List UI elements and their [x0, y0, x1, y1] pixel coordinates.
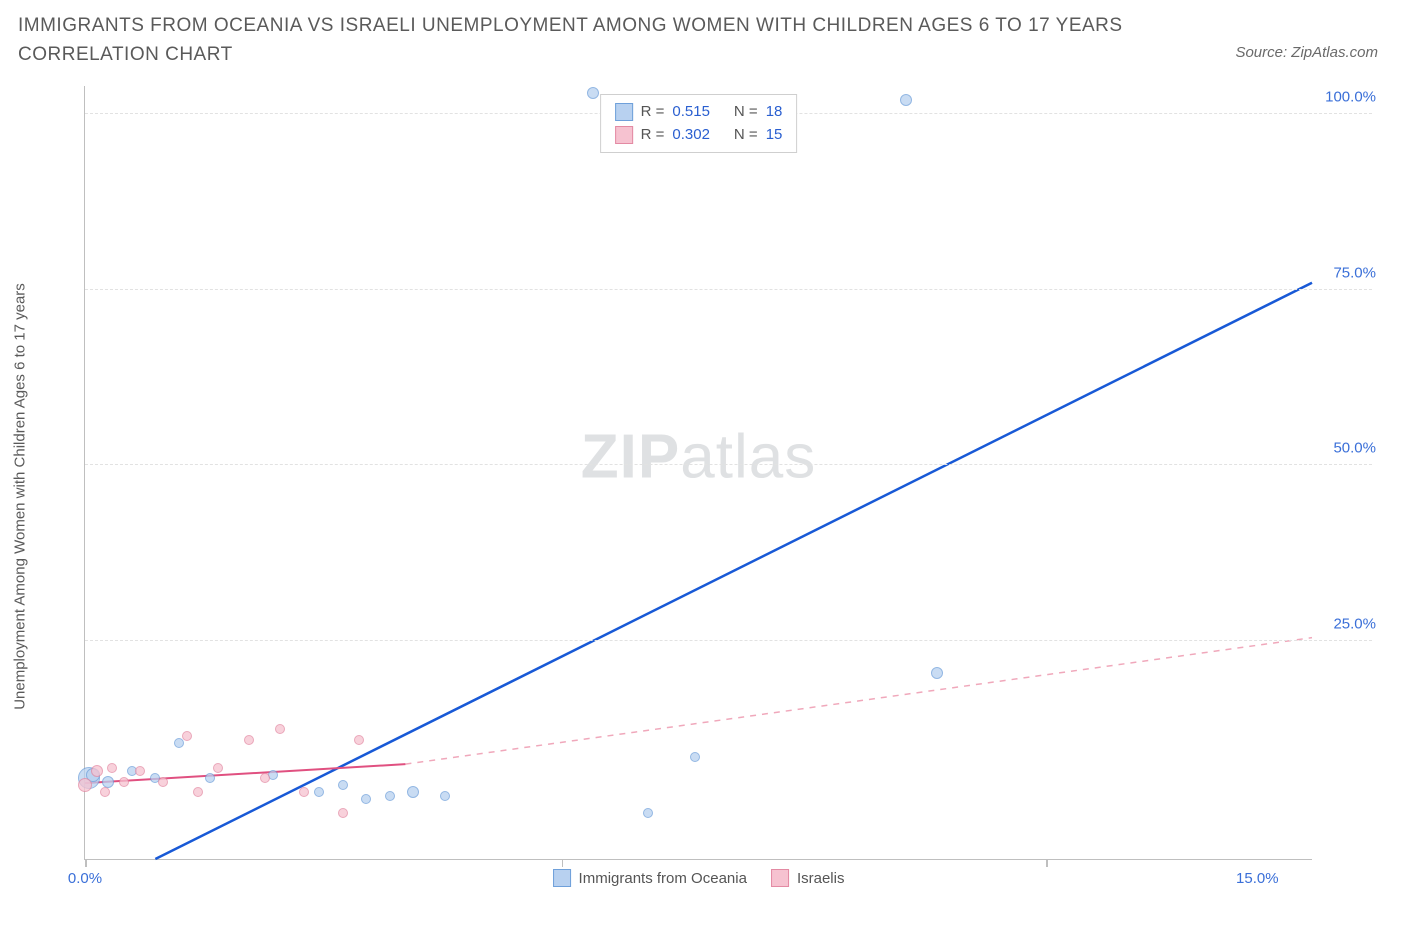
source-attribution: Source: ZipAtlas.com: [1235, 44, 1378, 61]
data-point: [102, 776, 114, 788]
data-point: [338, 780, 348, 790]
gridline: [85, 640, 1372, 641]
chart-title: IMMIGRANTS FROM OCEANIA VS ISRAELI UNEMP…: [18, 12, 1206, 69]
data-point: [643, 808, 653, 818]
data-point: [260, 773, 270, 783]
data-point: [244, 735, 254, 745]
legend-swatch: [771, 869, 789, 887]
x-tick-label: 15.0%: [1236, 870, 1279, 887]
series-legend-item: Immigrants from Oceania: [553, 869, 747, 887]
data-point: [314, 787, 324, 797]
data-point: [587, 87, 599, 99]
plot-area: ZIPatlas R =0.515N =18R =0.302N =15 Immi…: [84, 86, 1312, 860]
data-point: [91, 765, 103, 777]
data-point: [182, 731, 192, 741]
gridline: [85, 289, 1372, 290]
y-tick-label: 100.0%: [1325, 89, 1376, 106]
data-point: [690, 752, 700, 762]
n-value: 15: [766, 124, 783, 147]
correlation-legend: R = 0.515 N = 18 R = 0.302 N = 15: [600, 94, 798, 153]
data-point: [900, 94, 912, 106]
trend-line: [155, 283, 1312, 859]
watermark: ZIPatlas: [581, 422, 816, 493]
data-point: [338, 808, 348, 818]
data-point: [440, 791, 450, 801]
watermark-bold: ZIP: [581, 423, 680, 492]
data-point: [193, 787, 203, 797]
data-point: [78, 778, 92, 792]
r-value: 0.515: [672, 101, 710, 124]
legend-swatch: [615, 126, 633, 144]
n-label: N =: [734, 124, 758, 147]
data-point: [205, 773, 215, 783]
n-value: 18: [766, 101, 783, 124]
correlation-legend-row: R = 0.302 N = 15: [615, 124, 783, 147]
data-point: [135, 766, 145, 776]
data-point: [361, 794, 371, 804]
x-tick: [1046, 859, 1048, 867]
trend-line: [405, 638, 1312, 764]
correlation-legend-row: R = 0.515 N = 18: [615, 101, 783, 124]
r-label: R =: [641, 124, 665, 147]
r-label: R =: [641, 101, 665, 124]
data-point: [299, 787, 309, 797]
data-point: [107, 763, 117, 773]
x-tick: [85, 859, 87, 867]
data-point: [213, 763, 223, 773]
data-point: [407, 786, 419, 798]
watermark-rest: atlas: [680, 423, 816, 492]
data-point: [158, 777, 168, 787]
n-label: N =: [734, 101, 758, 124]
data-point: [100, 787, 110, 797]
legend-swatch: [553, 869, 571, 887]
y-tick-label: 50.0%: [1333, 440, 1376, 457]
x-tick-label: 0.0%: [68, 870, 102, 887]
y-tick-label: 25.0%: [1333, 616, 1376, 633]
chart-container: Unemployment Among Women with Children A…: [50, 86, 1380, 890]
gridline: [85, 464, 1372, 465]
series-legend: Immigrants from Oceania Israelis: [553, 869, 845, 887]
legend-swatch: [615, 103, 633, 121]
series-legend-item: Israelis: [771, 869, 845, 887]
x-tick: [562, 859, 564, 867]
series-legend-label: Israelis: [797, 870, 845, 887]
data-point: [354, 735, 364, 745]
y-tick-label: 75.0%: [1333, 264, 1376, 281]
r-value: 0.302: [672, 124, 710, 147]
data-point: [275, 724, 285, 734]
trend-lines-layer: [85, 86, 1312, 859]
series-legend-label: Immigrants from Oceania: [579, 870, 747, 887]
data-point: [119, 777, 129, 787]
y-axis-label: Unemployment Among Women with Children A…: [12, 283, 29, 710]
data-point: [385, 791, 395, 801]
data-point: [931, 667, 943, 679]
